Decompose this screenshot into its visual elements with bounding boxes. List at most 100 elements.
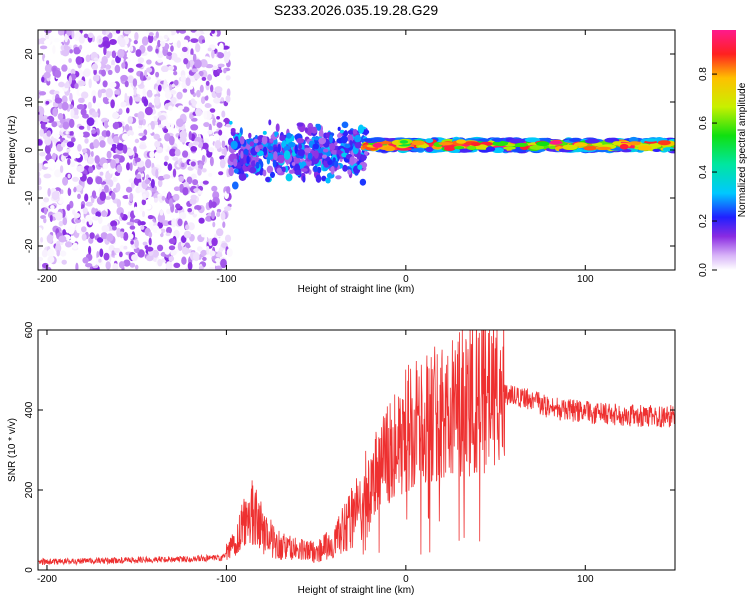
spectrogram-cell xyxy=(120,242,128,246)
spectrogram-cell xyxy=(106,233,114,242)
spectrogram-cell xyxy=(321,175,327,182)
spectrogram-cell xyxy=(595,146,612,150)
spectrogram-cell xyxy=(170,250,177,256)
spectrogram-cell xyxy=(207,47,212,52)
spectrogram-cell xyxy=(192,141,200,146)
spectrogram-cell xyxy=(147,215,154,220)
spectrogram-cell xyxy=(198,217,205,224)
spectrogram-cell xyxy=(135,63,143,68)
spectrogram-cell xyxy=(163,34,169,40)
spectrogram-cell xyxy=(370,137,386,143)
spectrogram-cell xyxy=(347,169,352,175)
spectrogram-cell xyxy=(211,30,215,34)
colorbar-tick-label: 0.0 xyxy=(698,263,709,277)
spectrogram-cell xyxy=(185,244,191,249)
spectrogram-cell xyxy=(69,92,73,102)
spectrogram-cell xyxy=(68,181,75,190)
snr-frame xyxy=(37,329,676,571)
spectrogram-cell xyxy=(192,252,200,262)
spectrogram-cell xyxy=(132,78,138,87)
colorbar-tick-label: 0.4 xyxy=(698,165,709,179)
spectrogram-cell xyxy=(126,221,135,226)
spectrogram-cell xyxy=(142,118,146,126)
spectrogram-cell xyxy=(357,124,365,134)
spectrogram-cell xyxy=(221,140,226,149)
spectrogram-cell xyxy=(86,117,95,126)
spectrogram-cell xyxy=(72,209,76,215)
spectrogram-cell xyxy=(71,30,75,39)
spectrogram-cell xyxy=(69,49,73,54)
y-tick-label: 0 xyxy=(24,567,35,573)
spectrogram-cell xyxy=(155,168,159,179)
spectrogram-cell xyxy=(149,150,155,159)
spectrogram-cell xyxy=(54,97,63,104)
spectrogram-cell xyxy=(57,113,64,121)
spectrogram-cell xyxy=(96,237,104,243)
spectrogram-cell xyxy=(62,121,70,130)
spectrogram-cell xyxy=(78,35,86,44)
spectrogram-cell xyxy=(54,69,62,78)
spectrogram-cell xyxy=(359,178,367,186)
spectrogram-cell xyxy=(55,243,62,253)
spectrogram-cell xyxy=(95,176,103,185)
spectrogram-cell xyxy=(40,237,44,243)
spectrogram-cell xyxy=(129,192,134,202)
y-tick-label: 400 xyxy=(24,401,35,418)
spectrogram-cell xyxy=(146,30,150,35)
spectrogram-cell xyxy=(197,190,203,195)
spectrogram-cell xyxy=(166,55,170,59)
spectrogram-cell xyxy=(230,140,238,150)
spectrogram-cell xyxy=(78,125,85,130)
spectrogram-cell xyxy=(239,157,244,166)
spectrogram-cell xyxy=(160,65,169,73)
spectrogram-cell xyxy=(120,74,128,82)
spectrogram-cell xyxy=(265,176,271,183)
spectrogram-cell xyxy=(113,247,121,253)
spectrogram-cell xyxy=(221,175,226,184)
colorbar-tick-label: 0.8 xyxy=(698,67,709,81)
spectrogram-cell xyxy=(223,68,227,74)
spectrogram-cell xyxy=(163,79,168,89)
spectrogram-cell xyxy=(176,118,184,128)
spectrogram-cell xyxy=(304,127,308,133)
y-tick-label: -10 xyxy=(24,190,35,205)
spectrogram-cell xyxy=(121,62,126,69)
spectrogram-cell xyxy=(110,220,118,227)
spectrogram-cell xyxy=(316,123,322,131)
spectrogram-cell xyxy=(58,220,64,227)
spectrogram-cell xyxy=(62,229,67,236)
spectrogram-cell xyxy=(82,218,86,224)
snr-ylabel: SNR (10 * v/v) xyxy=(7,418,18,482)
spectrogram-cell xyxy=(91,190,97,199)
spectrogram-cell xyxy=(102,162,109,170)
spectrogram-cell xyxy=(75,31,82,37)
spectrogram-cell xyxy=(155,31,159,39)
spectrogram-cell xyxy=(73,47,80,55)
spectrogram-cell xyxy=(342,164,348,172)
spectrogram-cell xyxy=(75,218,82,223)
spectrogram-cell xyxy=(61,154,65,162)
spectrogram-cell xyxy=(189,113,194,120)
spectrogram-cell xyxy=(218,42,224,52)
snr-plot-area xyxy=(38,330,675,570)
spectrogram-cell xyxy=(82,70,91,77)
spectrogram-cell xyxy=(153,133,160,140)
spectrogram-cell xyxy=(43,71,51,79)
snr-ticks: -200 -100 0 100 0 200 400 600 xyxy=(24,321,675,585)
spectrogram-cell xyxy=(453,146,465,150)
spectrogram-cell xyxy=(138,132,145,137)
spectrogram-cell xyxy=(41,76,45,83)
spectrogram-cell xyxy=(325,177,331,184)
spectrogram-cell xyxy=(162,71,170,79)
spectrogram-cell xyxy=(225,95,231,103)
spectrogram-cell xyxy=(192,179,199,186)
spectrogram-cell xyxy=(82,207,88,215)
spectrogram-cell xyxy=(110,159,117,169)
spectrogram-cell xyxy=(100,88,107,94)
spectrogram-cell xyxy=(181,46,188,53)
spectrogram-cell xyxy=(129,45,134,52)
spectrogram-cell xyxy=(164,247,171,255)
spectrogram-cell xyxy=(470,142,481,147)
spectrogram-cell xyxy=(68,75,73,85)
spectrogram-cell xyxy=(157,84,162,92)
